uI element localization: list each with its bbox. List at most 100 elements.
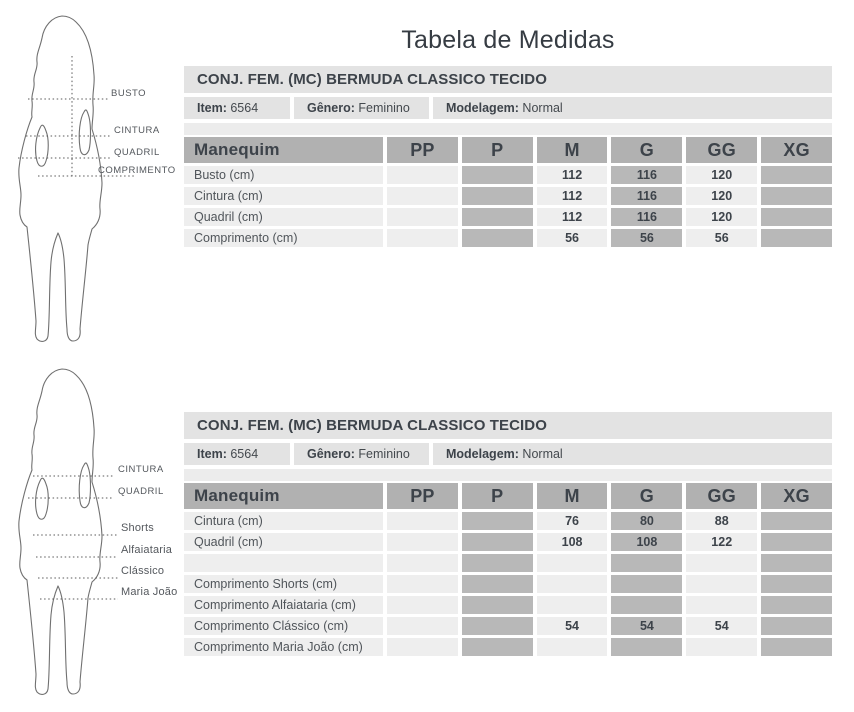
cell-g (611, 638, 683, 656)
column-header-pp: PP (387, 137, 458, 163)
spacer-strip (184, 123, 832, 135)
column-header-p: P (461, 483, 533, 509)
cell-p (461, 166, 533, 184)
row-label: Comprimento Shorts (cm) (184, 575, 383, 593)
arm-gap-left (35, 477, 49, 520)
cell-gg: 122 (686, 533, 758, 551)
info-gender-label: Gênero: (307, 101, 355, 115)
column-header-xg: XG (761, 137, 832, 163)
row-label: Quadril (cm) (184, 208, 383, 226)
cell-pp (387, 187, 458, 205)
info-gender: Gênero: Feminino (294, 97, 429, 119)
info-fit-value: Normal (522, 447, 563, 461)
row-label: Cintura (cm) (184, 187, 383, 205)
column-header-p: P (461, 137, 533, 163)
column-header-pp: PP (387, 483, 458, 509)
cell-m: 56 (536, 229, 608, 247)
cell-pp (387, 166, 458, 184)
column-header-m: M (536, 137, 608, 163)
figure-female-silhouette-bottom: CINTURA QUADRIL Shorts Alfaiataria Cláss… (6, 363, 181, 703)
table-row: Comprimento (cm) 56 56 56 (184, 229, 832, 247)
cell-p (461, 533, 533, 551)
cell-p (461, 554, 533, 572)
cell-pp (387, 638, 458, 656)
table-row: Quadril (cm) 112 116 120 (184, 208, 832, 226)
table-row: Comprimento Alfaiataria (cm) (184, 596, 832, 614)
cell-pp (387, 208, 458, 226)
row-label (184, 554, 383, 572)
row-label: Comprimento Alfaiataria (cm) (184, 596, 383, 614)
cell-m: 108 (536, 533, 608, 551)
cell-g: 80 (611, 512, 683, 530)
column-header-g: G (611, 137, 683, 163)
info-fit-label: Modelagem: (446, 447, 519, 461)
cell-g: 116 (611, 166, 683, 184)
cell-g: 116 (611, 187, 683, 205)
cell-m (536, 575, 608, 593)
info-item-label: Item: (197, 101, 227, 115)
cell-g: 116 (611, 208, 683, 226)
cell-pp (387, 512, 458, 530)
column-header-g: G (611, 483, 683, 509)
cell-p (461, 596, 533, 614)
cell-p (461, 512, 533, 530)
cell-gg: 56 (686, 229, 758, 247)
measure-label-busto: BUSTO (111, 88, 146, 99)
product-info-row: Item: 6564 Gênero: Feminino Modelagem: N… (184, 97, 832, 119)
info-item-label: Item: (197, 447, 227, 461)
info-fit: Modelagem: Normal (433, 97, 832, 119)
cell-g (611, 575, 683, 593)
body-outline-path (18, 368, 103, 695)
table-row: Comprimento Clássico (cm) 54 54 54 (184, 617, 832, 635)
row-label: Comprimento Maria João (cm) (184, 638, 383, 656)
cell-p (461, 575, 533, 593)
cell-xg (761, 208, 832, 226)
cell-pp (387, 229, 458, 247)
table-row: Cintura (cm) 112 116 120 (184, 187, 832, 205)
product-title-bar: CONJ. FEM. (MC) BERMUDA CLASSICO TECIDO (184, 66, 832, 93)
table-header-row: Manequim PP P M G GG XG (184, 483, 832, 509)
info-item-value: 6564 (230, 447, 259, 461)
row-label: Busto (cm) (184, 166, 383, 184)
cell-xg (761, 575, 832, 593)
cell-xg (761, 617, 832, 635)
cell-m (536, 554, 608, 572)
cell-xg (761, 596, 832, 614)
info-fit-value: Normal (522, 101, 563, 115)
cell-g: 108 (611, 533, 683, 551)
measure-label-shorts: Shorts (121, 522, 154, 534)
cell-xg (761, 229, 832, 247)
figure-female-silhouette-top: BUSTO CINTURA QUADRIL COMPRIMENTO (6, 10, 181, 350)
cell-pp (387, 575, 458, 593)
page-title: Tabela de Medidas (401, 26, 615, 54)
cell-m: 112 (536, 187, 608, 205)
cell-m: 76 (536, 512, 608, 530)
info-item: Item: 6564 (184, 443, 290, 465)
cell-p (461, 617, 533, 635)
cell-gg (686, 575, 758, 593)
measure-label-cintura: CINTURA (114, 125, 160, 136)
cell-g: 56 (611, 229, 683, 247)
table-row: Comprimento Shorts (cm) (184, 575, 832, 593)
column-header-gg: GG (686, 483, 758, 509)
table-row-empty (184, 554, 832, 572)
cell-xg (761, 638, 832, 656)
cell-gg: 120 (686, 187, 758, 205)
cell-m (536, 638, 608, 656)
product-title-bar: CONJ. FEM. (MC) BERMUDA CLASSICO TECIDO (184, 412, 832, 439)
measure-label-quadril: QUADRIL (114, 147, 160, 158)
arm-gap-left (35, 124, 49, 167)
cell-xg (761, 554, 832, 572)
cell-p (461, 638, 533, 656)
cell-m: 112 (536, 208, 608, 226)
table-header-row: Manequim PP P M G GG XG (184, 137, 832, 163)
column-header-manequim: Manequim (184, 483, 383, 509)
cell-m: 54 (536, 617, 608, 635)
measure-label-quadril: QUADRIL (118, 486, 164, 497)
cell-gg (686, 554, 758, 572)
info-item: Item: 6564 (184, 97, 290, 119)
cell-pp (387, 617, 458, 635)
measure-label-maria-joao: Maria João (121, 586, 177, 598)
info-gender-value: Feminino (358, 447, 410, 461)
cell-g (611, 554, 683, 572)
